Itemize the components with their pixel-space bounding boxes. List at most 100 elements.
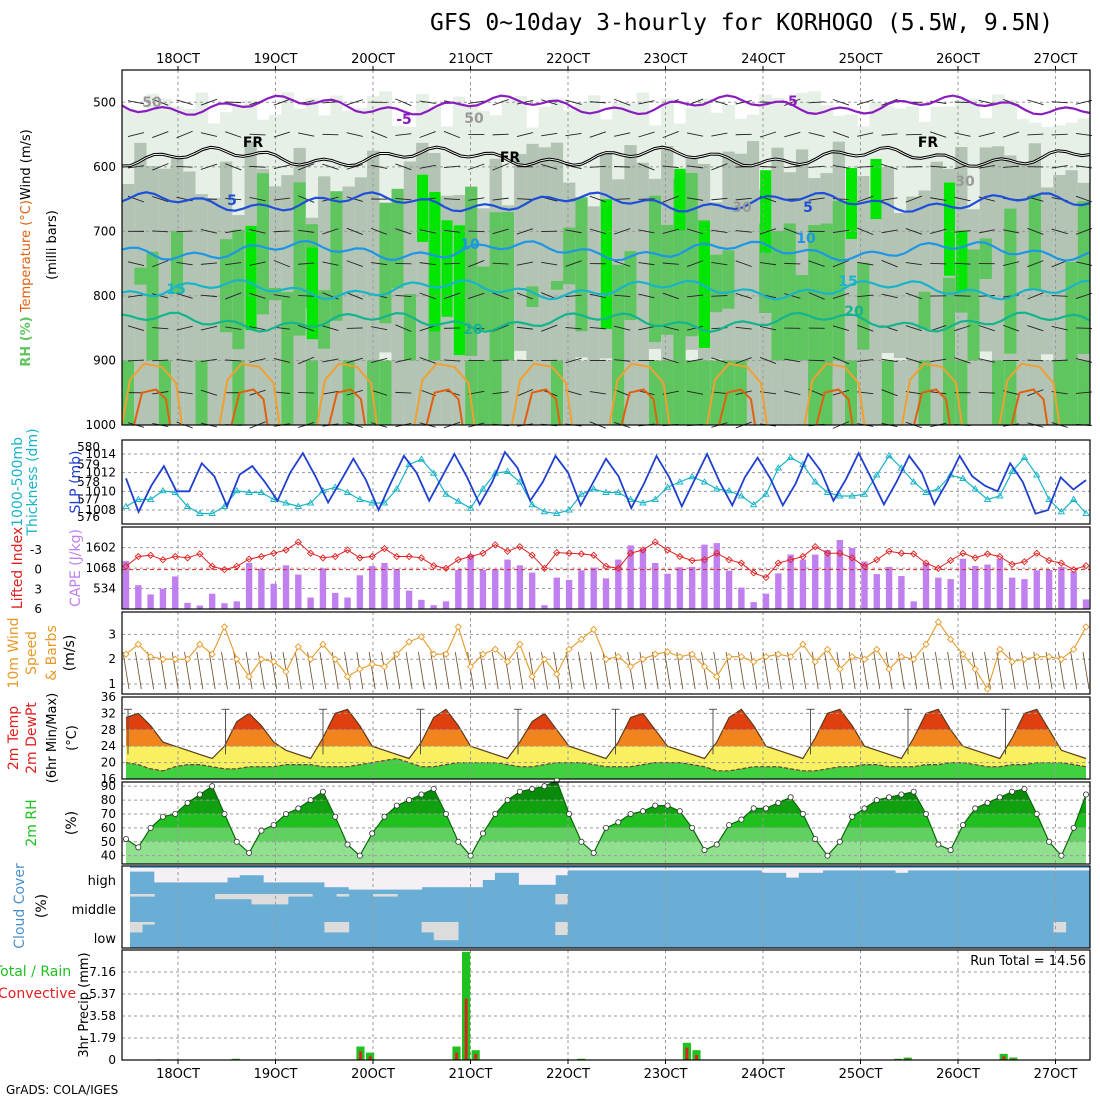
cape-bar: [812, 554, 819, 609]
cloud-clear-high: [968, 868, 982, 871]
wind-barb: [638, 229, 655, 234]
cape-bar: [959, 558, 967, 609]
cloud-clear-middle: [385, 894, 398, 897]
wind-barb: [200, 98, 218, 106]
cloud-clear-high: [531, 868, 544, 885]
thickness-point: [651, 495, 660, 502]
wind-barb: [905, 292, 922, 300]
li-point: [774, 559, 782, 567]
wind-barb: [127, 261, 145, 266]
slp-line: [125, 450, 1087, 515]
rh-point: [430, 785, 437, 792]
cape-bar: [516, 565, 524, 609]
rh-point: [1046, 838, 1053, 845]
axis-label: Lifted Index: [10, 527, 26, 609]
rh-gray: [158, 168, 172, 406]
li-line: [125, 541, 1087, 579]
wind-barb: [589, 228, 606, 235]
wind-barb: [954, 262, 971, 265]
cape-bar: [282, 565, 290, 609]
wind-speed-point: [971, 665, 979, 673]
rh-lower: [808, 360, 821, 425]
li-point: [491, 541, 499, 549]
cloud-clear-high: [445, 868, 459, 888]
wind-barb: [368, 651, 376, 690]
wind-barb: [686, 325, 704, 331]
thickness-point: [836, 492, 844, 499]
rh-gray: [195, 194, 209, 407]
cloud-clear-high: [616, 868, 629, 871]
cape-bar: [775, 573, 782, 609]
li-point: [1020, 558, 1029, 566]
li-point: [528, 551, 536, 559]
wind-barb: [947, 651, 955, 690]
axis-label: Cloud Cover: [12, 863, 28, 949]
thickness-point: [565, 506, 573, 513]
wind-speed-point: [750, 658, 758, 666]
thickness-point: [885, 451, 893, 459]
cloud-clear-high: [130, 868, 143, 872]
li-point: [1057, 559, 1066, 567]
rh-lower: [452, 360, 466, 425]
rh-green: [391, 188, 405, 289]
rh-point: [406, 797, 413, 804]
cloud-clear-low: [324, 922, 337, 933]
contour-label: 15: [166, 282, 185, 298]
cape-bar: [1058, 566, 1065, 609]
li-point: [233, 562, 241, 570]
wind-speed-point: [516, 640, 524, 648]
wind-barb: [516, 651, 524, 690]
wind-barb: [881, 358, 898, 363]
wind-barb: [492, 228, 509, 235]
wind-barb: [298, 132, 315, 137]
wind-barb: [905, 262, 922, 266]
wind-barb: [881, 229, 898, 234]
wind-speed-point: [1070, 645, 1078, 653]
precip-conv-bar: [906, 1058, 910, 1060]
wind-barb: [701, 651, 708, 690]
wind-barb: [176, 391, 193, 395]
wind-barb: [1070, 651, 1078, 690]
rh-lower: [256, 360, 270, 425]
wind-speed-point: [1057, 655, 1066, 663]
wind-barb: [370, 164, 388, 169]
wind-barb: [443, 262, 461, 265]
cloud-clear-high: [409, 868, 423, 890]
wind-speed-point: [134, 640, 142, 648]
isotherm--5: [121, 94, 1091, 116]
wind-barb: [225, 163, 242, 171]
cape-bar: [504, 559, 511, 609]
contour-label: 20: [844, 304, 864, 320]
rh-lower: [673, 360, 687, 425]
wind-barb: [395, 324, 412, 332]
isotherm-30: [815, 388, 854, 426]
wind-barb: [298, 262, 315, 265]
rh-point: [172, 810, 179, 817]
axis-label: 3hr Precip (mm): [77, 952, 92, 1057]
li-point: [614, 564, 622, 572]
axis-label-line: & Barbs: [44, 625, 60, 681]
li-point: [257, 552, 266, 561]
wind-barb: [249, 358, 266, 363]
rh-point: [886, 794, 893, 801]
wind-speed-point: [996, 645, 1004, 653]
cloud-clear-high: [239, 868, 252, 876]
wind-barb: [565, 326, 582, 330]
rh-green: [220, 239, 233, 333]
wind-barb: [930, 358, 947, 363]
rh-bright: [429, 192, 441, 332]
wind-barb: [443, 292, 461, 300]
cape-bar: [750, 602, 757, 609]
cloud-clear-high: [895, 868, 909, 873]
li-point: [1045, 556, 1053, 565]
rh-gray: [342, 186, 356, 389]
rh-point: [332, 813, 339, 820]
cloud-clear-high: [287, 868, 301, 883]
wind-barb: [245, 651, 253, 690]
rh-gray: [207, 198, 221, 392]
tick-label: 6: [34, 602, 42, 616]
wind-speed-line: [125, 620, 1087, 691]
axis-label: CAPE (J/kg): [68, 529, 84, 607]
cape-bar: [184, 602, 191, 609]
wind-barb: [346, 99, 363, 106]
